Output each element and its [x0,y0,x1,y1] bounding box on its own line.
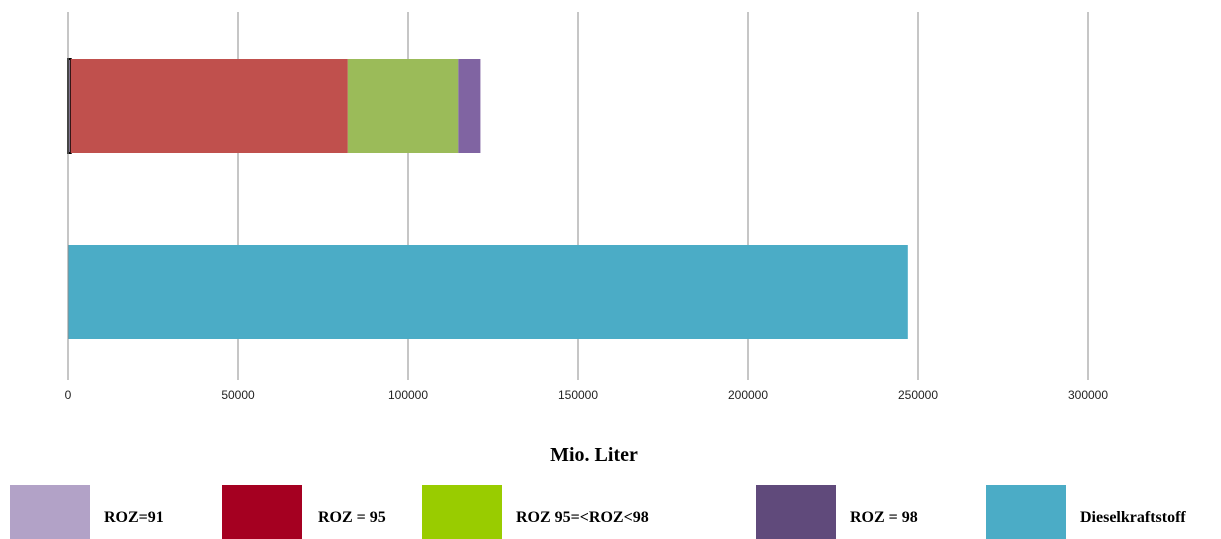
x-tick-label: 0 [65,388,72,402]
bars [67,58,908,339]
legend-swatch [222,485,302,539]
bar-segment [458,59,481,153]
x-tick-label: 150000 [558,388,598,402]
bar-segment [68,245,908,339]
legend-label: ROZ 95=<ROZ<98 [516,509,649,526]
legend-label: Dieselkraftstoff [1080,509,1186,526]
legend-label: ROZ = 98 [850,509,918,526]
x-tick-label: 50000 [221,388,255,402]
legend-label: ROZ=91 [104,509,164,526]
x-tick-label: 250000 [898,388,938,402]
legend: ROZ=91 ROZ = 95 ROZ 95=<ROZ<98 ROZ = 98 Dies… [10,485,1186,539]
x-tick-label: 300000 [1068,388,1108,402]
legend-label: ROZ = 95 [318,509,386,526]
x-tick-labels: 0 50000 100000 150000 200000 250000 300000 [65,388,1109,402]
x-tick-label: 200000 [728,388,768,402]
legend-swatch [10,485,90,539]
x-tick-label: 100000 [388,388,428,402]
bar-segment [70,59,348,153]
x-axis-title: Mio. Liter [550,444,638,466]
legend-swatch [756,485,836,539]
legend-swatch [986,485,1066,539]
bar-segment [347,59,459,153]
legend-swatch [422,485,502,539]
